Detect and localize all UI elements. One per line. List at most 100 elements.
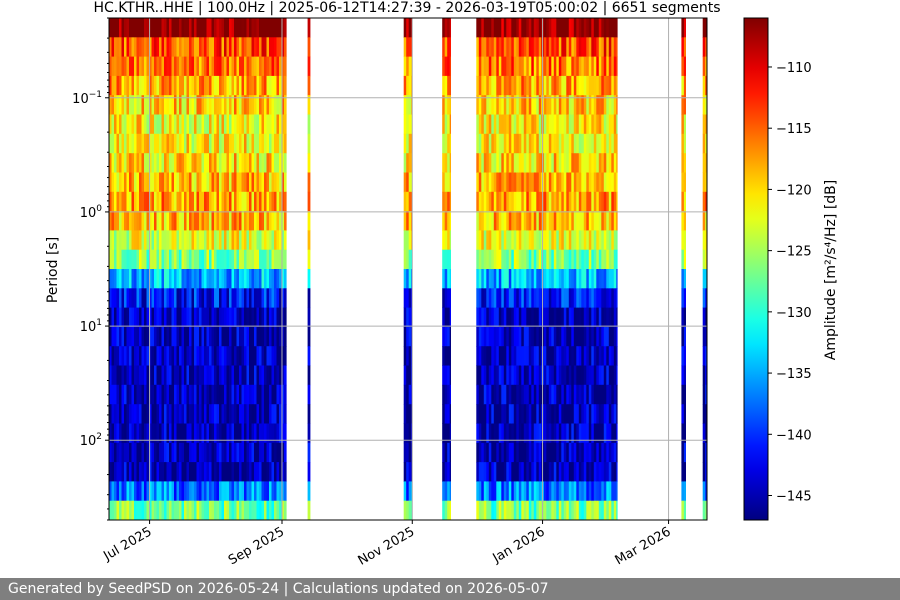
psd-cell bbox=[271, 288, 275, 309]
psd-cell bbox=[486, 442, 490, 463]
psd-cell bbox=[161, 462, 165, 482]
psd-cell bbox=[114, 133, 117, 154]
psd-cell bbox=[264, 365, 267, 386]
psd-cell bbox=[136, 249, 140, 270]
psd-cell bbox=[608, 75, 612, 96]
psd-cell bbox=[573, 133, 577, 154]
psd-cell bbox=[578, 423, 582, 444]
psd-cell bbox=[601, 211, 605, 231]
psd-cell bbox=[307, 249, 311, 270]
psd-cell bbox=[536, 500, 540, 520]
psd-cell bbox=[548, 172, 552, 193]
psd-cell bbox=[161, 191, 165, 212]
psd-cell bbox=[506, 500, 510, 520]
psd-cell bbox=[129, 307, 132, 328]
psd-cell bbox=[558, 346, 562, 366]
psd-cell bbox=[536, 365, 540, 386]
psd-cell bbox=[508, 423, 512, 444]
psd-cell bbox=[478, 404, 482, 424]
psd-cell bbox=[154, 191, 157, 212]
psd-cell bbox=[171, 75, 175, 96]
psd-cell bbox=[406, 18, 409, 38]
psd-cell bbox=[196, 481, 200, 502]
psd-cell bbox=[447, 249, 450, 270]
psd-cell bbox=[259, 191, 262, 212]
psd-cell bbox=[613, 37, 617, 58]
psd-cell bbox=[403, 56, 407, 77]
psd-cell bbox=[442, 249, 445, 270]
psd-cell bbox=[159, 249, 162, 270]
psd-cell bbox=[576, 423, 580, 444]
psd-cell bbox=[244, 153, 247, 173]
psd-cell bbox=[229, 346, 232, 366]
psd-cell bbox=[211, 384, 215, 405]
psd-cell bbox=[274, 442, 277, 463]
psd-cell bbox=[408, 346, 412, 366]
psd-cell bbox=[702, 288, 706, 309]
psd-cell bbox=[591, 269, 595, 289]
psd-cell bbox=[551, 37, 555, 58]
psd-cell bbox=[548, 404, 552, 424]
psd-cell bbox=[146, 423, 150, 444]
psd-cell bbox=[216, 37, 220, 58]
psd-cell bbox=[219, 346, 222, 366]
psd-cell bbox=[496, 384, 500, 405]
psd-cell bbox=[194, 481, 197, 502]
psd-cell bbox=[169, 37, 172, 58]
psd-cell bbox=[179, 230, 182, 251]
psd-cell bbox=[119, 346, 122, 366]
psd-cell bbox=[513, 462, 517, 482]
psd-cell bbox=[181, 288, 185, 309]
psd-cell bbox=[498, 307, 502, 328]
psd-cell bbox=[169, 423, 172, 444]
psd-cell bbox=[556, 442, 560, 463]
psd-cell bbox=[611, 75, 615, 96]
psd-cell bbox=[566, 37, 570, 58]
psd-cell bbox=[229, 230, 232, 251]
psd-cell bbox=[307, 56, 311, 77]
psd-cell bbox=[528, 346, 532, 366]
psd-cell bbox=[161, 153, 165, 173]
psd-cell bbox=[111, 114, 115, 135]
psd-cell bbox=[516, 288, 520, 309]
psd-cell bbox=[616, 500, 618, 520]
psd-cell bbox=[558, 404, 562, 424]
psd-cell bbox=[186, 114, 190, 135]
psd-cell bbox=[571, 442, 575, 463]
psd-cell bbox=[586, 481, 590, 502]
psd-cell bbox=[141, 269, 145, 289]
psd-cell bbox=[608, 153, 612, 173]
colorbar-tick-label: −115 bbox=[776, 122, 812, 137]
psd-cell bbox=[146, 95, 150, 115]
psd-cell bbox=[139, 211, 142, 231]
psd-cell bbox=[478, 191, 482, 212]
psd-cell bbox=[224, 249, 227, 270]
psd-cell bbox=[596, 230, 600, 251]
psd-cell bbox=[576, 230, 580, 251]
psd-cell bbox=[226, 326, 230, 347]
psd-cell bbox=[603, 114, 607, 135]
psd-cell bbox=[254, 288, 257, 309]
psd-cell bbox=[146, 191, 150, 212]
psd-cell bbox=[196, 18, 200, 38]
psd-cell bbox=[531, 133, 535, 154]
psd-cell bbox=[219, 365, 222, 386]
psd-cell bbox=[481, 307, 485, 328]
psd-cell bbox=[139, 384, 142, 405]
psd-cell bbox=[683, 346, 686, 366]
psd-cell bbox=[603, 230, 607, 251]
psd-cell bbox=[176, 384, 180, 405]
psd-cell bbox=[191, 269, 195, 289]
psd-cell bbox=[234, 172, 237, 193]
psd-cell bbox=[501, 133, 505, 154]
psd-cell bbox=[279, 230, 282, 251]
psd-cell bbox=[503, 384, 507, 405]
psd-cell bbox=[196, 423, 200, 444]
psd-cell bbox=[161, 95, 165, 115]
psd-cell bbox=[171, 133, 175, 154]
psd-cell bbox=[119, 462, 122, 482]
psd-cell bbox=[194, 269, 197, 289]
psd-cell bbox=[526, 18, 530, 38]
psd-cell bbox=[608, 288, 612, 309]
psd-cell bbox=[169, 95, 172, 115]
